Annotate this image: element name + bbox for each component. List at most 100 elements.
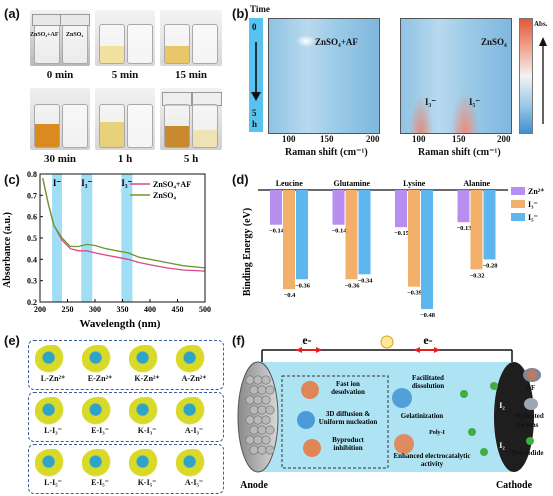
anode-label: Anode xyxy=(240,480,268,491)
panel-c-label: (c) xyxy=(4,172,20,187)
x-tick-label: 200 xyxy=(34,305,46,314)
time-start-label: 0 xyxy=(252,22,257,32)
zinc-sphere xyxy=(257,425,267,435)
map2-xtick-100: 100 xyxy=(412,134,426,144)
bar-value-label: −0.14 xyxy=(331,228,347,235)
zinc-sphere xyxy=(265,445,275,455)
bar xyxy=(457,190,470,223)
y-tick-label: 0.2 xyxy=(27,298,37,307)
bar-value-label: −0.14 xyxy=(269,228,285,235)
text-facilitated: Facilitated xyxy=(412,374,444,382)
charge-density-blob xyxy=(82,345,116,373)
legend-label-i3: I₃⁻ xyxy=(528,200,538,209)
zinc-sphere xyxy=(261,395,271,405)
bar-value-label: −0.48 xyxy=(420,312,436,319)
zinc-sphere xyxy=(257,405,267,415)
bar xyxy=(270,190,282,225)
c-ylabel: Absorbance (a.u.) xyxy=(2,212,13,288)
zinc-sphere xyxy=(253,415,263,425)
hydrated-zn-icon xyxy=(524,398,538,410)
zinc-sphere xyxy=(249,425,259,435)
text-desolvation: desolvation xyxy=(331,388,365,396)
charge-density-label: L-I₅⁻ xyxy=(44,478,62,487)
cathode-label: Cathode xyxy=(496,480,533,491)
text-gelatinization: Gelatinization xyxy=(401,412,443,420)
time-label-5h: 5 h xyxy=(183,153,199,165)
electron-label-right: e- xyxy=(423,333,432,347)
y-tick-label: 0.7 xyxy=(27,191,37,200)
x-tick-label: 500 xyxy=(199,305,211,314)
bar xyxy=(296,190,308,280)
zinc-sphere xyxy=(253,435,263,445)
zinc-sphere xyxy=(245,435,255,445)
charge-density-row-2: L-I₃⁻ E-I₃⁻ K-I₃⁻ A-I₃⁻ xyxy=(28,392,224,442)
charge-density-blob xyxy=(35,397,69,425)
colorbar-arrow-icon xyxy=(539,37,547,124)
charge-density-blob xyxy=(129,449,163,477)
charge-density-label: K-Zn²⁺ xyxy=(134,374,160,383)
cathode-cap xyxy=(494,362,534,472)
panel-f-label: (f) xyxy=(232,333,245,348)
bar xyxy=(470,190,483,270)
zinc-sphere xyxy=(261,415,271,425)
y-tick-label: 0.8 xyxy=(27,170,37,179)
text-inhibition: inhibition xyxy=(333,444,362,452)
legend-label-af: ZnSO₄+AF xyxy=(153,180,191,189)
text-poly-i: Poly-I xyxy=(429,430,445,436)
af-legend-label: AF xyxy=(526,384,536,392)
zinc-sphere xyxy=(265,425,275,435)
legend-swatch-i5 xyxy=(511,213,525,221)
band-i-minus xyxy=(52,174,62,302)
electrolyte-body xyxy=(258,362,514,472)
c-xlabel: Wavelength (nm) xyxy=(80,318,161,330)
electron-label-left: e- xyxy=(302,333,311,347)
bar xyxy=(283,190,295,290)
battery-schematic: e- e- Fast ion desolvation 3D diffusion … xyxy=(237,333,534,491)
map1-xtick-150: 150 xyxy=(320,134,334,144)
bar xyxy=(408,190,420,287)
zinc-sphere xyxy=(261,435,271,445)
bulb-icon xyxy=(380,335,394,349)
text-nucleation: Uniform nucleation xyxy=(319,418,378,426)
map2-xlabel: Raman shift (cm⁻¹) xyxy=(418,147,501,158)
zinc-sphere xyxy=(261,375,271,385)
x-tick-label: 300 xyxy=(89,305,101,314)
x-tick-label: 350 xyxy=(117,305,129,314)
x-tick-label: 450 xyxy=(172,305,184,314)
vial-photo-5h xyxy=(160,88,222,150)
bar-value-label: −0.28 xyxy=(482,262,498,269)
charge-density-label: L-Zn²⁺ xyxy=(40,374,66,383)
zinc-sphere xyxy=(257,385,267,395)
map2-xtick-200: 200 xyxy=(497,134,511,144)
panel-b-label: (b) xyxy=(232,6,249,21)
legend-label-znso4: ZnSO₄ xyxy=(153,191,176,200)
zinc-sphere xyxy=(257,445,267,455)
charge-density-label: E-I₅⁻ xyxy=(91,478,109,487)
zinc-sphere xyxy=(245,395,255,405)
text-dissolution: dissolution xyxy=(412,382,444,390)
y-tick-label: 0.3 xyxy=(27,277,37,286)
x-tick-label: 400 xyxy=(144,305,156,314)
bar-value-label: −0.4 xyxy=(284,292,297,299)
time-axis-label: Time xyxy=(250,4,270,14)
bar xyxy=(345,190,358,280)
category-label: Alanine xyxy=(463,179,490,188)
zinc-sphere xyxy=(253,395,263,405)
charge-density-blob xyxy=(82,449,116,477)
zinc-sphere xyxy=(245,415,255,425)
vial-photo-1h xyxy=(95,88,155,150)
bar-value-label: −0.15 xyxy=(394,230,410,237)
bar-value-label: −0.13 xyxy=(456,225,472,232)
map2-title: ZnSO₄ xyxy=(481,37,507,47)
band-label-i3-b: I₃⁻ xyxy=(121,178,132,188)
hydrated-zn-label-2: Zn ions xyxy=(516,421,539,429)
x-tick-label: 250 xyxy=(62,305,74,314)
zinc-deposit xyxy=(245,375,275,455)
map1-xtick-200: 200 xyxy=(366,134,380,144)
y-tick-label: 0.4 xyxy=(27,255,37,264)
charge-density-blob xyxy=(82,397,116,425)
map1-title: ZnSO₄+AF xyxy=(315,37,358,47)
charge-density-label: A-I₅⁻ xyxy=(184,478,204,487)
bar-value-label: −0.39 xyxy=(407,290,423,297)
y-tick-label: 0.6 xyxy=(27,213,37,222)
